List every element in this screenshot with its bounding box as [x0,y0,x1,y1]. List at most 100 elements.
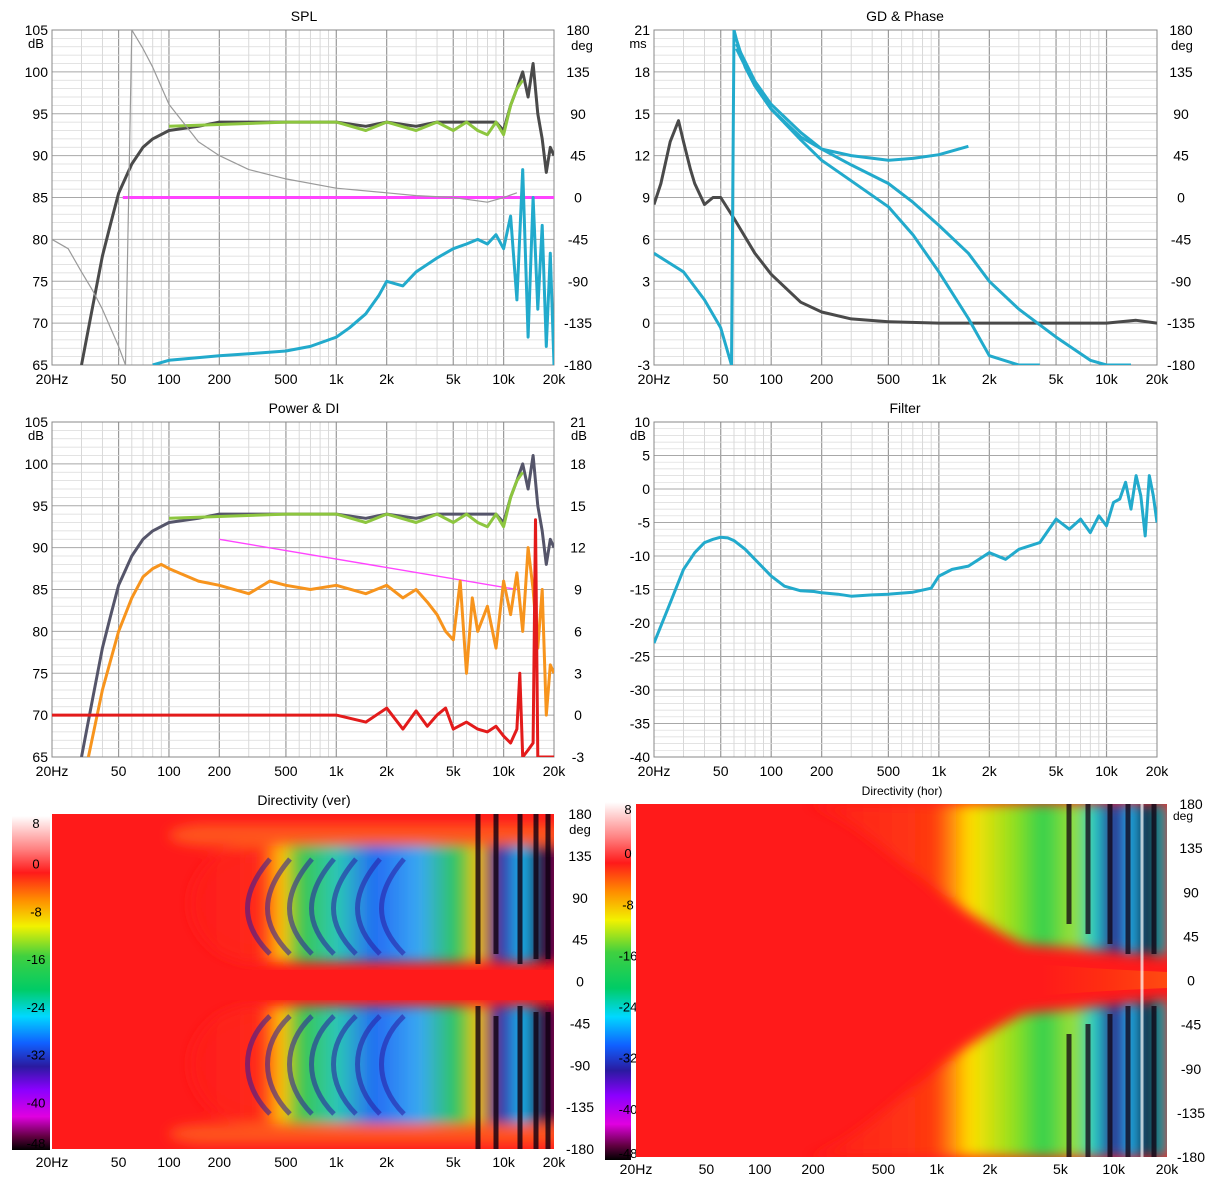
x-tick-label: 200 [801,1161,825,1177]
color-scale-ticks: 8 0 -8 -16 -24 -32 -40 -48 [619,802,638,1161]
x-tick-label: 500 [274,763,298,779]
y2-tick-label: -90 [1181,1061,1201,1077]
y-tick-label: 80 [32,623,48,639]
y2-tick-label: 180 [568,806,592,822]
y2-tick-label: -3 [572,749,585,765]
y2-tick-label: -45 [570,1015,590,1031]
spl-chart: SPL dB deg 105 100 95 90 85 80 75 70 65 180 135 90 4… [25,8,593,387]
directivity-hor-chart: Directivity (hor) dB deg 80-8-16-24-32-4… [605,784,1205,1177]
scale-tick-label: -8 [30,904,42,919]
y2-tick-label: -45 [1181,1017,1201,1033]
x-tick-label: 20Hz [638,371,671,387]
x-tick-label: 50 [713,763,729,779]
x-tick-label: 500 [877,371,901,387]
scale-tick-label: 0 [32,857,39,872]
series-line-2 [735,43,1131,365]
y-tick-label: 65 [32,357,48,373]
series-line-3 [735,47,1040,365]
x-tick-label: 100 [760,371,784,387]
x-tick-label: 5k [1049,371,1065,387]
scale-tick-label: 0 [624,846,631,861]
y2-tick-label: 18 [570,456,586,472]
chart-title: Power & DI [269,400,340,416]
x-tick-label: 5k [1049,763,1065,779]
x-tick-label: 20k [543,371,567,387]
x-tick-label: 2k [982,763,998,779]
x-tick-label: 10k [492,1154,516,1170]
y2-tick-label: 45 [570,148,586,164]
y-tick-label: 85 [32,190,48,206]
y2-tick-label: 180 [1179,796,1203,812]
x-tick-label: 500 [877,763,901,779]
x-tick-label: 200 [208,1154,232,1170]
x-tick-label: 20k [1146,371,1170,387]
y2-tick-label: 135 [568,848,592,864]
x-tick-label: 50 [699,1161,715,1177]
x-tick-label: 2k [379,1154,395,1170]
y-tick-label: 75 [32,273,48,289]
y-tick-label: -3 [638,357,651,373]
y-tick-label: -35 [630,716,650,732]
y2-tick-label: 0 [574,190,582,206]
y2-unit-label: deg [571,38,593,53]
chart-title: Directivity (hor) [862,784,943,798]
y2-tick-label: -45 [1171,231,1191,247]
series-line-0 [654,119,1157,325]
x-tick-label: 2k [983,1161,999,1177]
x-tick-label: 50 [111,371,127,387]
scale-tick-label: -32 [619,1051,638,1066]
x-tick-label: 20Hz [36,371,69,387]
chart-title: Directivity (ver) [257,792,350,808]
x-tick-label: 1k [931,763,947,779]
y-tick-label: 3 [642,273,650,289]
x-tick-label: 1k [929,1161,945,1177]
series-line-4 [52,518,554,757]
x-tick-label: 20k [543,763,567,779]
y-tick-label: -20 [630,615,650,631]
x-tick-label: 10k [1095,371,1119,387]
scale-tick-label: -24 [619,1000,638,1015]
y2-tick-label: -180 [564,357,592,373]
y2-tick-label: 135 [1169,64,1193,80]
x-tick-label: 100 [157,371,181,387]
y-tick-label: 6 [642,231,650,247]
y2-tick-label: 3 [574,665,582,681]
series-line-3 [86,546,554,757]
x-tick-label: 5k [446,371,462,387]
plot-frame [653,421,1158,758]
y-tick-label: 105 [25,22,49,38]
scale-tick-label: -8 [622,897,634,912]
y-tick-label: 80 [32,231,48,247]
x-tick-label: 200 [208,763,232,779]
y2-tick-label: -90 [570,1057,590,1073]
x-tick-label: 20Hz [36,763,69,779]
y-tick-label: 100 [25,64,49,80]
y-tick-label: 95 [32,498,48,514]
x-tick-label: 10k [492,763,516,779]
y2-tick-label: -45 [568,231,588,247]
scale-tick-label: -40 [619,1102,638,1117]
x-tick-label: 500 [274,371,298,387]
x-tick-label: 50 [713,371,729,387]
y2-tick-label: 135 [1179,840,1203,856]
y2-tick-label: 90 [1173,106,1189,122]
y-tick-label: 0 [642,481,650,497]
spl-panel: SPL dB deg 105 100 95 90 85 80 75 70 65 180 135 90 4… [0,0,604,392]
y2-axis-ticks: 180 135 90 45 0 -45 -90 -135 -180 [1177,796,1205,1165]
x-tick-label: 10k [1095,763,1119,779]
scale-tick-label: -24 [27,1000,46,1015]
series-group [52,454,554,757]
directivity-hor-heatmap [636,804,1167,1157]
scale-tick-label: 8 [624,802,631,817]
x-tick-label: 5k [446,763,462,779]
x-tick-label: 1k [329,1154,345,1170]
color-scale-ticks: 8 0 -8 -16 -24 -32 -40 -48 [27,816,46,1151]
y-unit-label: dB [630,428,646,443]
x-tick-label: 200 [810,763,834,779]
power-di-panel: Power & DI dB dB 105 100 95 90 85 80 75 70 65 21 1… [0,392,604,784]
series-line-1 [168,79,524,137]
y-tick-label: -15 [630,582,650,598]
y-tick-label: -40 [630,749,650,765]
y2-axis-ticks: 180 135 90 45 0 -45 -90 -135 -180 [566,806,594,1157]
